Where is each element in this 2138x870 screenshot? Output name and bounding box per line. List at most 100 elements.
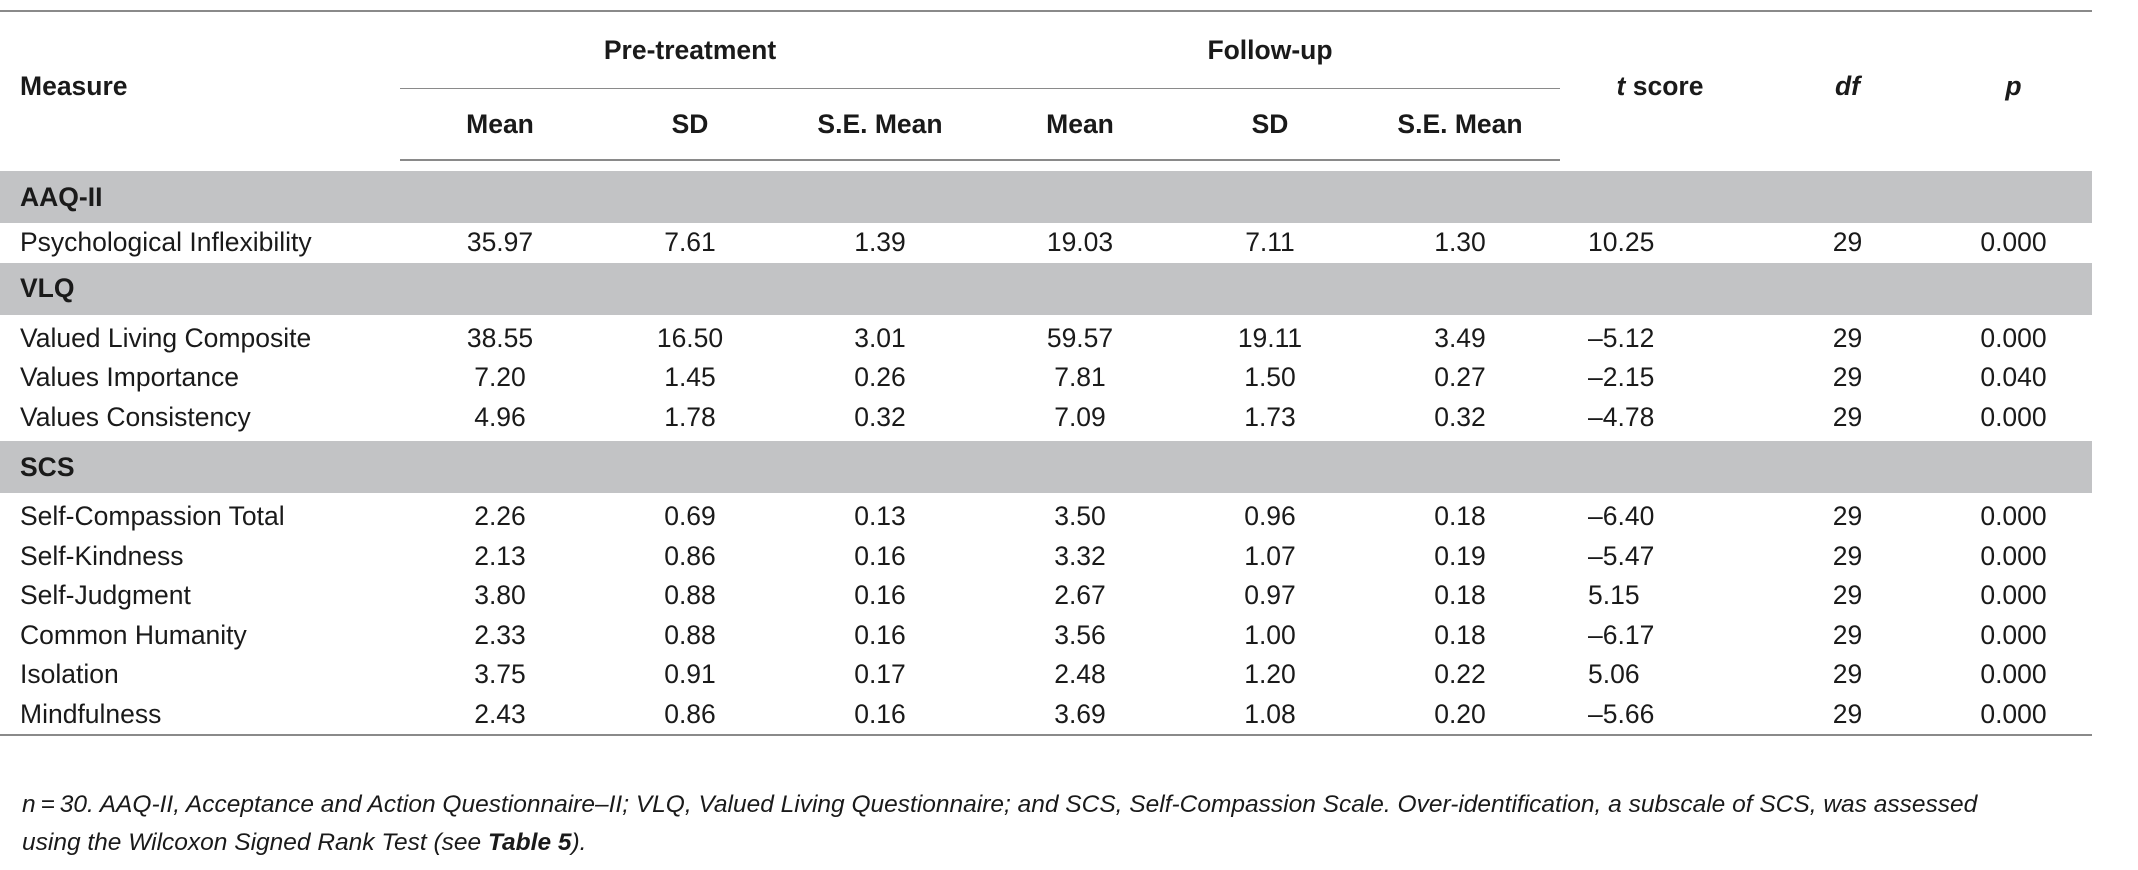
cell-t: 10.25 (1588, 227, 1655, 258)
fu-mean-header: Mean (980, 88, 1180, 161)
cell-df: 29 (1832, 540, 1863, 571)
row-label: Valued Living Composite (20, 322, 312, 353)
cell-pre-se: 3.01 (854, 322, 906, 353)
cell-p: 0.040 (1980, 362, 2047, 393)
cell-pre-sd: 0.86 (600, 694, 780, 736)
cell-fu-se: 0.18 (1434, 619, 1486, 650)
cell-pre-se: 0.16 (854, 619, 906, 650)
cell-t: –2.15 (1588, 362, 1655, 393)
table-footnote: n = 30. AAQ-II, Acceptance and Action Qu… (22, 786, 2112, 862)
table-row: Psychological Inflexibility 35.97 7.61 1… (0, 223, 2092, 263)
row-label: Self-Kindness (20, 540, 184, 571)
cell-pre-mean: 3.80 (474, 580, 526, 611)
table-row: Mindfulness 2.43 0.86 0.16 3.69 1.08 0.2… (0, 694, 2092, 736)
cell-pre-sd: 7.61 (664, 227, 716, 258)
cell-p: 0.000 (1935, 694, 2092, 736)
cell-fu-sd: 1.00 (1244, 619, 1296, 650)
cell-fu-mean: 3.69 (980, 694, 1180, 736)
cell-df: 29 (1832, 580, 1863, 611)
df-header: df (1760, 10, 1935, 160)
section-row: AAQ-II (0, 171, 2092, 223)
cell-pre-mean: 4.96 (474, 401, 526, 432)
table-row: Valued Living Composite 38.55 16.50 3.01… (0, 319, 2092, 359)
cell-fu-se: 0.27 (1434, 362, 1486, 393)
cell-fu-sd: 0.96 (1244, 501, 1296, 532)
footnote-line-2: using the Wilcoxon Signed Rank Test (see… (22, 829, 587, 856)
cell-fu-sd: 1.20 (1244, 659, 1296, 690)
cell-t: –5.47 (1588, 540, 1655, 571)
header-row-groups: Measure Pre-treatment Follow-up t score … (0, 10, 2092, 160)
pre-sd-header: SD (600, 88, 780, 161)
cell-fu-mean: 3.32 (1054, 540, 1106, 571)
cell-df: 29 (1832, 501, 1863, 532)
table-row: Self-Compassion Total 2.26 0.69 0.13 3.5… (0, 497, 2092, 537)
row-label: Values Consistency (20, 401, 251, 432)
cell-pre-mean: 2.33 (474, 619, 526, 650)
cell-pre-se: 1.39 (854, 227, 906, 258)
row-label: Psychological Inflexibility (20, 227, 312, 258)
results-table: Measure Pre-treatment Follow-up t score … (0, 10, 2092, 736)
cell-fu-se: 1.30 (1434, 227, 1486, 258)
cell-fu-sd: 7.11 (1245, 227, 1295, 258)
cell-fu-sd: 0.97 (1244, 580, 1296, 611)
cell-df: 29 (1832, 362, 1863, 393)
cell-pre-se: 0.16 (854, 580, 906, 611)
table-reference: Table 5 (488, 829, 572, 856)
cell-df: 29 (1832, 401, 1863, 432)
section-title: SCS (0, 441, 2092, 493)
cell-p: 0.000 (1980, 619, 2047, 650)
pre-se-header: S.E. Mean (780, 88, 980, 161)
row-label: Self-Compassion Total (20, 501, 285, 532)
cell-fu-sd: 19.11 (1237, 322, 1303, 353)
section-row: VLQ (0, 262, 2092, 315)
cell-pre-se: 0.13 (854, 501, 906, 532)
cell-p: 0.000 (1980, 501, 2047, 532)
table-row: Values Importance 7.20 1.45 0.26 7.81 1.… (0, 358, 2092, 398)
cell-df: 29 (1760, 694, 1935, 736)
cell-pre-sd: 1.78 (664, 401, 716, 432)
table-row: Values Consistency 4.96 1.78 0.32 7.09 1… (0, 398, 2092, 438)
cell-p: 0.000 (1980, 540, 2047, 571)
cell-pre-se: 0.26 (854, 362, 906, 393)
row-label: Isolation (20, 659, 119, 690)
footnote-line-1: n = 30. AAQ-II, Acceptance and Action Qu… (22, 791, 1978, 818)
cell-pre-sd: 16.50 (656, 322, 724, 353)
cell-t: 5.06 (1588, 659, 1640, 690)
cell-fu-sd: 1.50 (1244, 362, 1296, 393)
pre-treatment-header: Pre-treatment (400, 10, 980, 89)
cell-pre-se: 0.16 (780, 694, 980, 736)
cell-pre-sd: 0.86 (664, 540, 716, 571)
cell-pre-mean: 2.43 (400, 694, 600, 736)
cell-pre-mean: 35.97 (466, 227, 534, 258)
cell-df: 29 (1832, 619, 1863, 650)
cell-pre-mean: 2.13 (474, 540, 526, 571)
row-label: Values Importance (20, 362, 239, 393)
follow-up-header: Follow-up (980, 10, 1560, 89)
cell-p: 0.000 (1980, 322, 2047, 353)
cell-p: 0.000 (1980, 580, 2047, 611)
cell-fu-sd: 1.08 (1180, 694, 1360, 736)
cell-pre-mean: 2.26 (474, 501, 526, 532)
cell-pre-se: 0.32 (854, 401, 906, 432)
cell-fu-se: 0.20 (1360, 694, 1560, 736)
cell-t: –5.66 (1560, 694, 1760, 736)
table-row: Isolation 3.75 0.91 0.17 2.48 1.20 0.22 … (0, 655, 2092, 695)
fu-se-header: S.E. Mean (1360, 88, 1560, 161)
cell-fu-se: 3.49 (1434, 322, 1486, 353)
cell-pre-sd: 0.88 (664, 619, 716, 650)
cell-t: 5.15 (1588, 580, 1640, 611)
cell-pre-sd: 1.45 (664, 362, 716, 393)
cell-p: 0.000 (1980, 401, 2047, 432)
cell-t: –6.40 (1588, 501, 1655, 532)
cell-fu-mean: 2.48 (1054, 659, 1106, 690)
cell-p: 0.000 (1980, 659, 2047, 690)
cell-fu-mean: 19.03 (1046, 227, 1114, 258)
cell-fu-se: 0.22 (1434, 659, 1486, 690)
header-row-columns: Mean SD S.E. Mean Mean SD S.E. Mean (0, 88, 2092, 161)
section-row: SCS (0, 441, 2092, 493)
table-row: Self-Kindness 2.13 0.86 0.16 3.32 1.07 0… (0, 537, 2092, 577)
cell-fu-se: 0.18 (1434, 580, 1486, 611)
cell-pre-sd: 0.88 (664, 580, 716, 611)
t-score-header: t score (1560, 10, 1760, 160)
